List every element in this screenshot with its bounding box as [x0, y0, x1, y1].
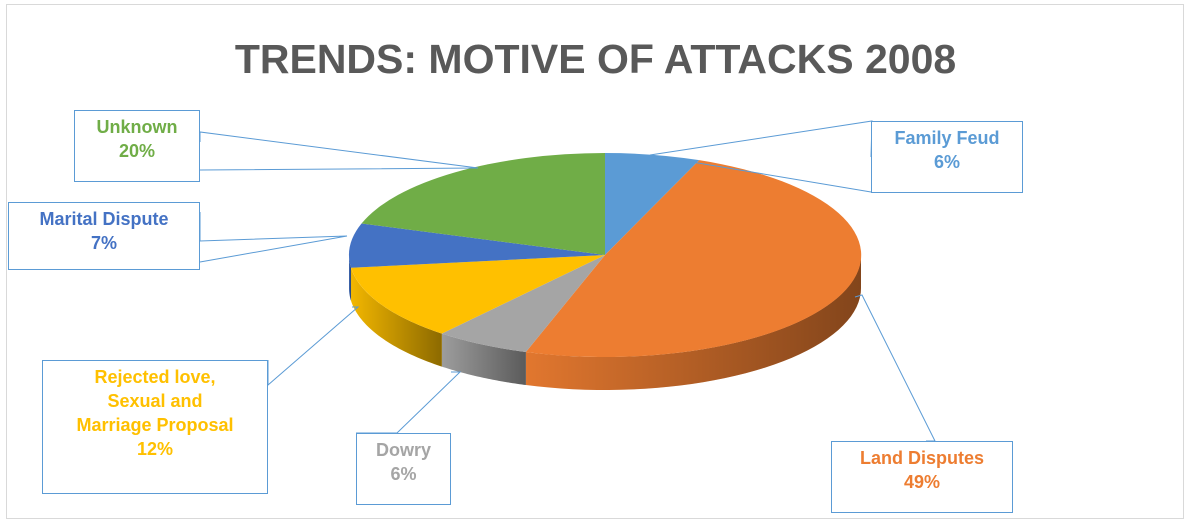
leader-line-unknown	[199, 131, 479, 171]
leader-line-land-disputes	[854, 294, 936, 442]
pie-side-shade-rejected-love-sexual-and-marriage-proposal	[351, 267, 442, 367]
label-unknown-pct: 20%	[118, 141, 156, 161]
label-family-feud: Family Feud 6%	[871, 121, 1023, 193]
pie-top	[349, 153, 862, 358]
label-dowry-name: Dowry	[375, 440, 431, 460]
leader-line-dowry	[356, 371, 462, 434]
leader-line-rejected-love	[267, 306, 360, 387]
label-family-feud-name: Family Feud	[894, 128, 1000, 148]
label-land-disputes-pct: 49%	[903, 472, 941, 492]
leader-line-marital-dispute	[199, 212, 348, 263]
label-rejected-pct: 12%	[136, 439, 174, 459]
pie-side-shade-dowry	[441, 333, 526, 386]
label-land-disputes: Land Disputes 49%	[831, 441, 1013, 513]
pie-slice-marital-dispute	[349, 223, 605, 268]
pie-slice-rejected-love-sexual-and-marriage-proposal	[351, 255, 605, 334]
chart-frame	[6, 4, 1184, 519]
label-unknown-name: Unknown	[96, 117, 178, 137]
pie-slice-land-disputes	[525, 160, 862, 358]
pie-slice-family-feud	[605, 153, 700, 255]
label-marital-dispute: Marital Dispute 7%	[8, 202, 200, 270]
label-unknown: Unknown 20%	[74, 110, 200, 182]
label-marital-name: Marital Dispute	[39, 209, 169, 229]
pie-slice-unknown	[361, 153, 605, 255]
label-rejected-line1: Rejected love,	[94, 367, 216, 387]
label-dowry-pct: 6%	[390, 464, 417, 484]
pie-sides	[349, 255, 861, 390]
label-family-feud-pct: 6%	[933, 152, 960, 172]
chart-title: TRENDS: MOTIVE OF ATTACKS 2008	[234, 36, 957, 82]
label-land-disputes-name: Land Disputes	[859, 448, 984, 468]
label-rejected-line2: Sexual and	[107, 391, 203, 411]
pie-slice-dowry	[441, 255, 605, 353]
label-dowry: Dowry 6%	[356, 433, 451, 505]
pie-side-shade-land-disputes	[525, 255, 861, 390]
label-rejected-line3: Marriage Proposal	[76, 415, 234, 435]
label-rejected-love: Rejected love, Sexual and Marriage Propo…	[42, 360, 268, 494]
label-marital-pct: 7%	[90, 233, 117, 253]
pie-side-shade-marital-dispute	[349, 255, 352, 301]
